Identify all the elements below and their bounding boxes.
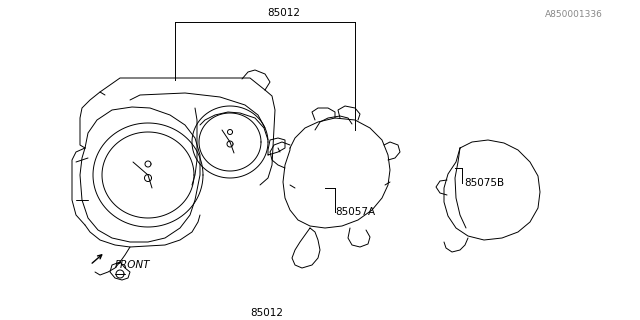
Text: 85012: 85012	[250, 308, 284, 318]
Text: 85012: 85012	[267, 8, 300, 18]
Text: A850001336: A850001336	[545, 10, 603, 19]
Text: 85057A: 85057A	[335, 207, 375, 217]
Text: 85075B: 85075B	[464, 178, 504, 188]
Text: FRONT: FRONT	[115, 260, 150, 270]
